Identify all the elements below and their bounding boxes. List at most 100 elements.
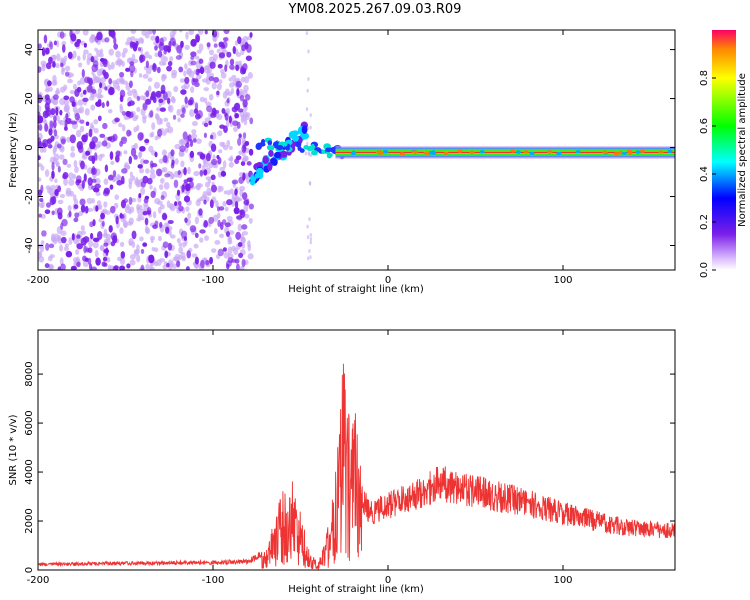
colorbar-tick-label: 0.8: [699, 70, 710, 86]
spectrogram-noise-cell: [89, 95, 95, 101]
spectrogram-noise-cell: [38, 66, 42, 73]
spectrogram-noise-cell: [309, 125, 312, 130]
spectrogram-noise-cell: [87, 207, 94, 213]
spectrogram-noise-cell: [148, 254, 155, 264]
spectrogram-noise-cell: [193, 243, 199, 249]
spectrogram-noise-cell: [85, 247, 90, 253]
snr-ytick-label: 6000: [24, 410, 35, 435]
spectrogram-noise-cell: [184, 103, 189, 109]
spectrogram-noise-cell: [228, 77, 234, 82]
spectrogram-noise-cell: [47, 80, 52, 87]
spectrogram-noise-cell: [76, 129, 82, 138]
spectrogram-noise-cell: [119, 94, 124, 103]
spectrogram-noise-cell: [44, 169, 50, 178]
spectrogram-noise-cell: [122, 219, 128, 228]
spectrogram-noise-cell: [67, 51, 73, 60]
spectrogram-noise-cell: [83, 245, 87, 254]
spectrogram-noise-cell: [158, 42, 165, 51]
spectrogram-noise-cell: [131, 175, 136, 181]
spectrogram-noise-cell: [210, 174, 216, 181]
spectrogram-noise-cell: [166, 65, 172, 72]
spectrogram-noise-cell: [128, 181, 132, 190]
spectrogram-noise-cell: [161, 149, 168, 157]
spectrogram-noise-cell: [87, 177, 93, 186]
spectrogram-noise-cell: [192, 138, 197, 143]
spectrogram-noise-cell: [65, 187, 72, 195]
spectrogram-tone-cell: [399, 152, 405, 156]
spectrogram-noise-cell: [140, 158, 145, 165]
spectrogram-tone-cell: [443, 151, 449, 155]
spectrogram-noise-cell: [108, 77, 113, 85]
spectrogram-noise-cell: [59, 154, 65, 160]
spectrogram-noise-cell: [199, 237, 204, 243]
spectrogram-noise-cell: [172, 41, 176, 47]
spectrogram-branch-cell: [292, 135, 300, 142]
spectrogram-noise-cell: [178, 205, 184, 212]
spectrogram-noise-cell: [133, 249, 139, 257]
spectrogram-noise-cell: [76, 179, 82, 184]
spectrogram-noise-cell: [119, 265, 125, 270]
spectrogram-noise-cell: [177, 117, 181, 123]
spectrogram-noise-cell: [61, 40, 67, 47]
spectrogram-noise-cell: [50, 135, 55, 142]
spectrogram-noise-cell: [78, 62, 83, 68]
spectrogram-noise-cell: [80, 225, 85, 232]
spectrogram-noise-cell: [47, 144, 53, 149]
spectrogram-noise-cell: [85, 121, 90, 126]
spectrogram-noise-cell: [95, 101, 102, 107]
spectrogram-noise-cell: [140, 181, 146, 188]
spectrogram-noise-cell: [242, 192, 248, 201]
spectrogram-noise-cell: [179, 145, 186, 153]
spectrogram-noise-cell: [139, 236, 144, 242]
spectrogram-noise-cell: [176, 189, 181, 196]
spectrogram-tone-cell: [412, 150, 418, 155]
spectrogram-noise-cell: [195, 60, 201, 69]
spectrogram-noise-cell: [76, 261, 81, 268]
spectrogram-noise-cell: [215, 200, 219, 208]
spectrogram-noise-cell: [197, 68, 202, 73]
spectrogram-noise-cell: [39, 198, 44, 203]
spectrogram-noise-cell: [116, 85, 121, 92]
spectrogram-noise-cell: [52, 61, 56, 68]
spectrogram-noise-cell: [86, 76, 91, 84]
spectrogram-noise-cell: [191, 120, 198, 127]
spectrogram-noise-cell: [152, 30, 156, 35]
spectrogram-noise-cell: [60, 263, 66, 270]
spectrogram-noise-cell: [76, 234, 81, 239]
spectrogram-noise-cell: [104, 164, 109, 173]
spectrogram-noise-cell: [67, 204, 72, 212]
spectrogram-noise-cell: [228, 82, 235, 88]
spectrogram-noise-cell: [150, 163, 158, 168]
spectrogram-noise-cell: [308, 181, 312, 186]
spectrogram-noise-cell: [186, 177, 193, 183]
spectrogram-noise-cell: [222, 201, 227, 207]
spectrogram-noise-cell: [198, 43, 204, 52]
spectrogram-noise-cell: [76, 243, 83, 250]
spectrogram-noise-cell: [208, 120, 212, 126]
spectrogram-noise-cell: [169, 234, 176, 239]
spectrogram-noise-cell: [91, 155, 96, 165]
spectrogram-noise-cell: [182, 131, 188, 140]
spectrogram-noise-cell: [109, 86, 113, 94]
spectrogram-noise-cell: [130, 70, 134, 78]
spectrogram-noise-cell: [126, 263, 131, 269]
spectrogram-noise-cell: [111, 80, 118, 85]
spectrogram-branch-cell: [327, 152, 333, 158]
spectrogram-noise-cell: [191, 133, 198, 140]
spectrogram-noise-cell: [59, 97, 66, 106]
spectrogram-noise-cell: [73, 159, 78, 168]
spectrogram-noise-cell: [139, 145, 146, 152]
spectrogram-noise-cell: [70, 152, 76, 158]
spectrogram-noise-cell: [70, 265, 77, 270]
spectrogram-noise-cell: [224, 206, 229, 212]
spectrogram-noise-cell: [119, 241, 125, 247]
spectrogram-noise-cell: [178, 151, 185, 157]
spectrogram-noise-cell: [158, 158, 164, 164]
spectrogram-noise-cell: [132, 90, 138, 99]
spectrogram-noise-cell: [94, 47, 98, 52]
spectrogram-tone-cell: [479, 150, 485, 154]
spectrogram-noise-cell: [181, 107, 186, 115]
spectrogram-branch-cell: [267, 162, 273, 171]
spectrogram-noise-cell: [309, 232, 312, 237]
spectrogram-noise-cell: [73, 198, 79, 206]
